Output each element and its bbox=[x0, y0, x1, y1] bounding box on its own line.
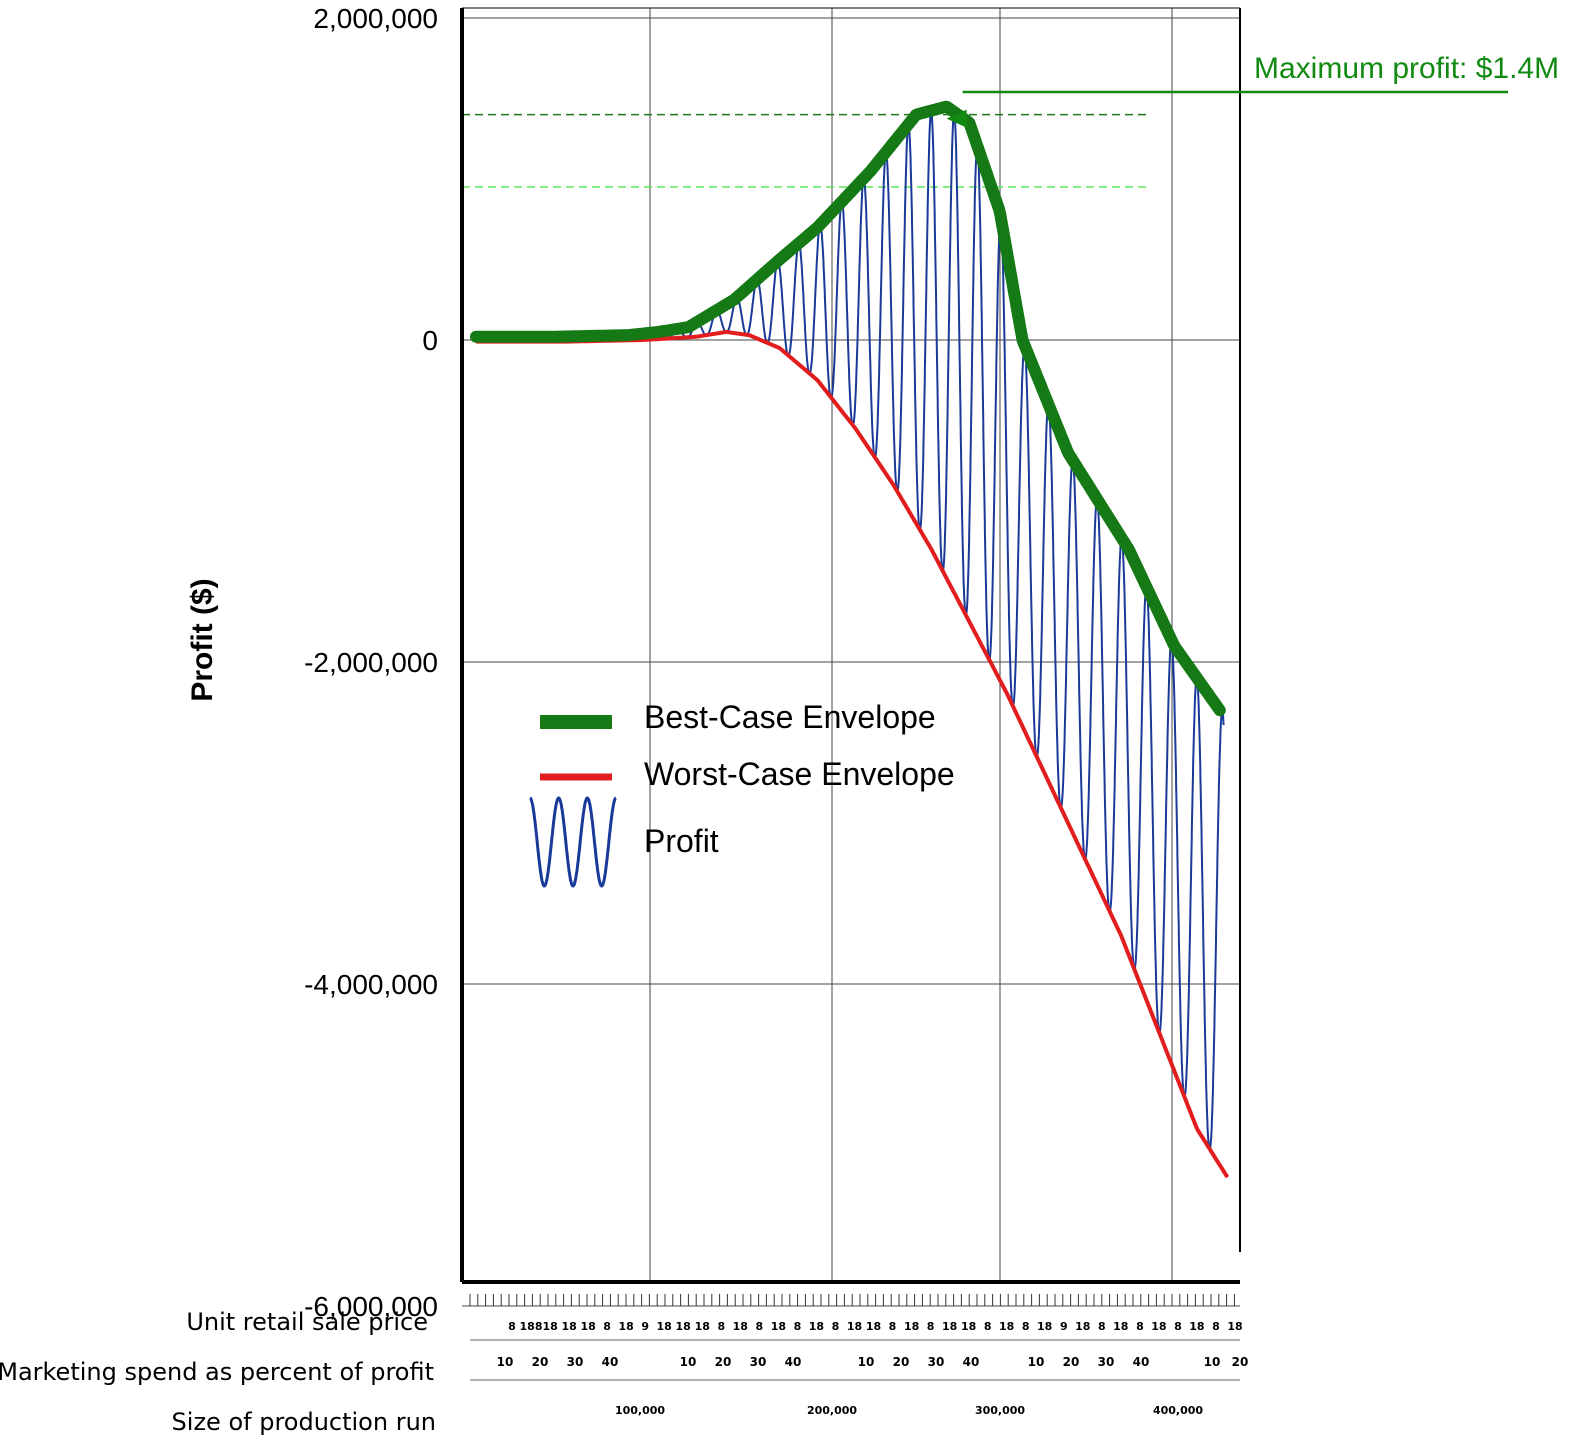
x-tick-label-price: 18 bbox=[1113, 1320, 1128, 1333]
x-tick-label-price: 8 bbox=[1022, 1320, 1030, 1333]
x-tick-label-price: 18 bbox=[561, 1320, 576, 1333]
x-tick-label-price: 8 bbox=[717, 1320, 725, 1333]
x-tick-label-price: 8 bbox=[794, 1320, 802, 1333]
x-tick-label-marketing: 10 bbox=[680, 1355, 697, 1369]
x-tick-label-price: 18 bbox=[676, 1320, 691, 1333]
x-tick-label-marketing: 20 bbox=[715, 1355, 732, 1369]
x-tick-label-production: 400,000 bbox=[1153, 1404, 1203, 1417]
x-tick-label-price: 18 bbox=[942, 1320, 957, 1333]
y-tick-label: 0 bbox=[422, 325, 438, 356]
x-tick-label-price: 8 bbox=[927, 1320, 935, 1333]
x-tick-label-marketing: 30 bbox=[928, 1355, 945, 1369]
legend: Best-Case Envelope Worst-Case Envelope P… bbox=[529, 699, 955, 888]
x-tick-label-price: 18 bbox=[999, 1320, 1014, 1333]
x-tick-label-marketing: 20 bbox=[1063, 1355, 1080, 1369]
x-tick-label-price: 18 bbox=[1227, 1320, 1242, 1333]
x-tick-label-marketing: 40 bbox=[602, 1355, 619, 1369]
x-row-label-price: Unit retail sale price bbox=[186, 1308, 428, 1336]
annotation-arrow-head bbox=[946, 109, 967, 128]
x-tick-label-price: 18 bbox=[961, 1320, 976, 1333]
legend-label-worst: Worst-Case Envelope bbox=[644, 756, 955, 792]
x-tick-label-marketing: 30 bbox=[750, 1355, 767, 1369]
x-tick-label-price: 8 bbox=[1098, 1320, 1106, 1333]
y-tick-label: 2,000,000 bbox=[313, 3, 438, 34]
x-tick-label-marketing: 20 bbox=[532, 1355, 549, 1369]
x-tick-label-price: 8 bbox=[984, 1320, 992, 1333]
x-tick-label-price: 18 bbox=[904, 1320, 919, 1333]
x-tick-label-marketing: 40 bbox=[1133, 1355, 1150, 1369]
x-tick-label-price: 9 bbox=[1060, 1320, 1068, 1333]
x-tick-label-marketing: 20 bbox=[893, 1355, 910, 1369]
x-tick-label-price: 8 bbox=[1212, 1320, 1220, 1333]
x-axis-rows: 8 188 18 18 18 8 18 9 18 18 18 8 18 8 18 8 18 8 18 18 8 18 8 18… bbox=[469, 1294, 1249, 1417]
best-case-envelope-line bbox=[470, 100, 1226, 717]
x-tick-label-price: 18 bbox=[1189, 1320, 1204, 1333]
envelope-series bbox=[470, 100, 1230, 1179]
x-tick-label-price: 18 bbox=[771, 1320, 786, 1333]
y-axis-label: Profit ($) bbox=[186, 578, 219, 701]
x-tick-label-price: 8 bbox=[508, 1320, 516, 1333]
x-tick-label-marketing: 20 bbox=[1232, 1355, 1249, 1369]
x-tick-label-marketing: 10 bbox=[497, 1355, 514, 1369]
profit-series bbox=[475, 109, 1225, 1150]
x-tick-label-marketing: 10 bbox=[1204, 1355, 1221, 1369]
y-tick-labels: 2,000,000 0 -2,000,000 -4,000,000 -6,000,000 bbox=[304, 3, 438, 1322]
max-profit-label: Maximum profit: $1.4M bbox=[1254, 52, 1559, 85]
max-profit-annotation: Maximum profit: $1.4M bbox=[946, 52, 1559, 128]
x-tick-label-price: 18 bbox=[1075, 1320, 1090, 1333]
x-tick-label-production: 300,000 bbox=[975, 1404, 1025, 1417]
x-tick-label-price: 18 bbox=[542, 1320, 557, 1333]
x-tick-label-price: 18 bbox=[1151, 1320, 1166, 1333]
x-tick-label-production: 100,000 bbox=[615, 1404, 665, 1417]
reference-lines bbox=[462, 113, 1150, 188]
x-tick-label-marketing: 10 bbox=[1028, 1355, 1045, 1369]
x-tick-label-marketing: 30 bbox=[1098, 1355, 1115, 1369]
x-tick-label-price: 18 bbox=[847, 1320, 862, 1333]
legend-swatch-profit bbox=[529, 796, 617, 888]
x-tick-label-marketing: 40 bbox=[785, 1355, 802, 1369]
x-tick-label-price: 9 bbox=[641, 1320, 649, 1333]
x-tick-label-price: 18 bbox=[1037, 1320, 1052, 1333]
y-tick-label: -4,000,000 bbox=[304, 969, 438, 1000]
legend-label-profit: Profit bbox=[644, 823, 719, 859]
x-tick-label-price: 8 bbox=[1174, 1320, 1182, 1333]
x-tick-label-production: 200,000 bbox=[807, 1404, 857, 1417]
x-tick-label-marketing: 10 bbox=[858, 1355, 875, 1369]
x-tick-label-price: 188 bbox=[520, 1320, 543, 1333]
x-row-label-marketing: Marketing spend as percent of profit bbox=[0, 1358, 434, 1386]
x-tick-label-price: 18 bbox=[695, 1320, 710, 1333]
x-tick-label-price: 8 bbox=[1136, 1320, 1144, 1333]
x-tick-label-price: 8 bbox=[755, 1320, 763, 1333]
y-tick-label: -2,000,000 bbox=[304, 647, 438, 678]
x-tick-label-price: 18 bbox=[619, 1320, 634, 1333]
x-tick-label-price: 8 bbox=[603, 1320, 611, 1333]
x-tick-label-marketing: 40 bbox=[963, 1355, 980, 1369]
x-row-label-production: Size of production run bbox=[172, 1408, 436, 1436]
legend-label-best: Best-Case Envelope bbox=[644, 699, 936, 735]
x-tick-label-price: 18 bbox=[866, 1320, 881, 1333]
axes bbox=[460, 7, 1241, 1284]
profit-line bbox=[475, 109, 1225, 1150]
y-tick-label: -6,000,000 bbox=[304, 1291, 438, 1322]
x-tick-label-price: 18 bbox=[733, 1320, 748, 1333]
x-tick-label-marketing: 30 bbox=[567, 1355, 584, 1369]
x-tick-label-price: 8 bbox=[889, 1320, 897, 1333]
x-tick-label-price: 18 bbox=[580, 1320, 595, 1333]
x-tick-label-price: 18 bbox=[657, 1320, 672, 1333]
gridlines bbox=[462, 8, 1240, 1307]
x-tick-label-price: 18 bbox=[809, 1320, 824, 1333]
x-tick-label-price: 8 bbox=[832, 1320, 840, 1333]
